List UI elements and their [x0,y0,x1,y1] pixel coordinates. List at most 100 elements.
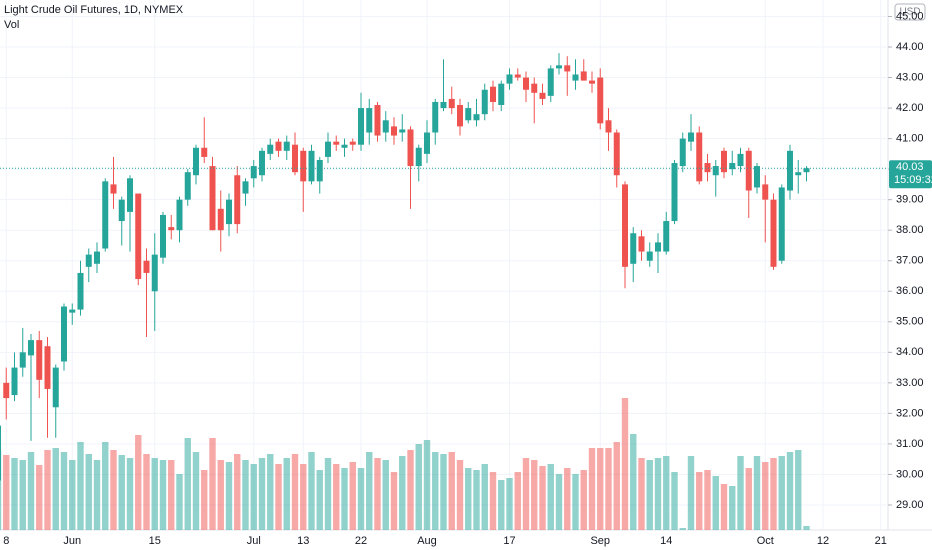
price-label-box [889,160,932,189]
volume-bar [11,458,18,530]
candle-body [226,199,232,225]
candle-body [523,77,529,90]
volume-bar [506,478,513,530]
volume-bar [36,465,43,530]
candle-body [490,86,496,102]
volume-bar [19,460,26,530]
volume-bar [448,452,455,530]
candle-body [407,129,414,167]
candle-body [94,251,100,264]
volume-bar [564,468,571,530]
candle-body [770,199,777,267]
candle-body [259,150,265,176]
volume-bar [283,458,290,530]
y-tick-label: 34.00 [896,346,924,358]
volume-bar [44,450,51,530]
candle-body [3,382,10,399]
candle-body [630,233,637,264]
candle-body [127,178,133,212]
candle-body [333,141,340,145]
candle-body [242,181,249,194]
volume-bar [671,472,678,530]
candle-body [250,166,257,179]
candle-body [547,68,554,96]
candle-body [44,346,51,389]
volume-bar [489,472,497,530]
volume-bar [209,438,216,530]
y-tick-label: 37.00 [896,255,924,267]
candle-body [638,236,645,252]
volume-bar [539,466,546,530]
candle-body [176,199,183,231]
volume-bar [605,448,612,530]
candle-body [729,163,736,170]
volume-bar [778,456,785,530]
volume-bar [514,472,521,530]
volume-bar [168,460,175,530]
candle-body [432,101,439,133]
volume-bar [613,442,620,530]
volume-bar [407,450,414,530]
volume-bar [795,450,802,530]
currency-box[interactable] [894,3,926,21]
candle-body [795,172,802,176]
candle-body [217,208,224,231]
volume-bar [341,468,348,530]
volume-bar [135,435,142,530]
candle-body [209,166,216,231]
volume-bar [366,452,373,530]
candle-body [275,141,282,151]
y-tick-label: 39.00 [896,194,924,206]
candle-body [143,260,150,273]
candle-body [110,184,117,194]
candle-body [85,254,92,267]
candle-body [52,367,59,408]
volume-bar [0,450,2,530]
candle-body [151,254,158,292]
candle-body [102,181,109,249]
y-tick-label: 31.00 [896,438,924,450]
candle-body [704,163,711,173]
volume-bar [159,460,167,530]
candle-body [597,77,604,124]
candle-body [424,132,430,154]
candle-body [28,340,34,356]
candle-body [737,153,744,167]
candle-body [160,214,166,258]
volume-bar [27,452,35,530]
volume-bar [258,458,266,530]
x-tick-label: Sep [590,535,610,547]
candle-body [679,138,686,167]
volume-bar [729,486,736,530]
volume-bar [275,464,282,530]
volume-bar [192,452,200,530]
currency[interactable]: USD [899,7,920,18]
x-tick-label: Jul [247,535,261,547]
volume-bar [638,458,645,530]
candle-body [193,147,199,176]
volume-bar [390,472,398,530]
candle-body [696,132,703,182]
candle-body [358,108,364,145]
volume-bar [217,460,224,530]
volume-bar [572,474,579,530]
volume-bar [300,464,307,530]
volume-bar [456,460,464,530]
candle-body [135,193,142,280]
volume-bar [786,452,794,530]
volume-bar [473,470,480,530]
candle-body [366,108,373,133]
y-tick-label: 33.00 [896,377,924,389]
candle-body [514,74,521,78]
volume-bar [151,458,158,530]
volume-bar [242,460,249,530]
volume-bar [654,458,662,530]
candle-body [688,132,694,142]
candle-body [234,175,241,225]
volume-bar [85,454,92,530]
candle-body [589,80,595,84]
y-tick-label: 45.00 [896,10,924,22]
volume-bar [712,476,719,530]
candle-body [787,150,793,191]
